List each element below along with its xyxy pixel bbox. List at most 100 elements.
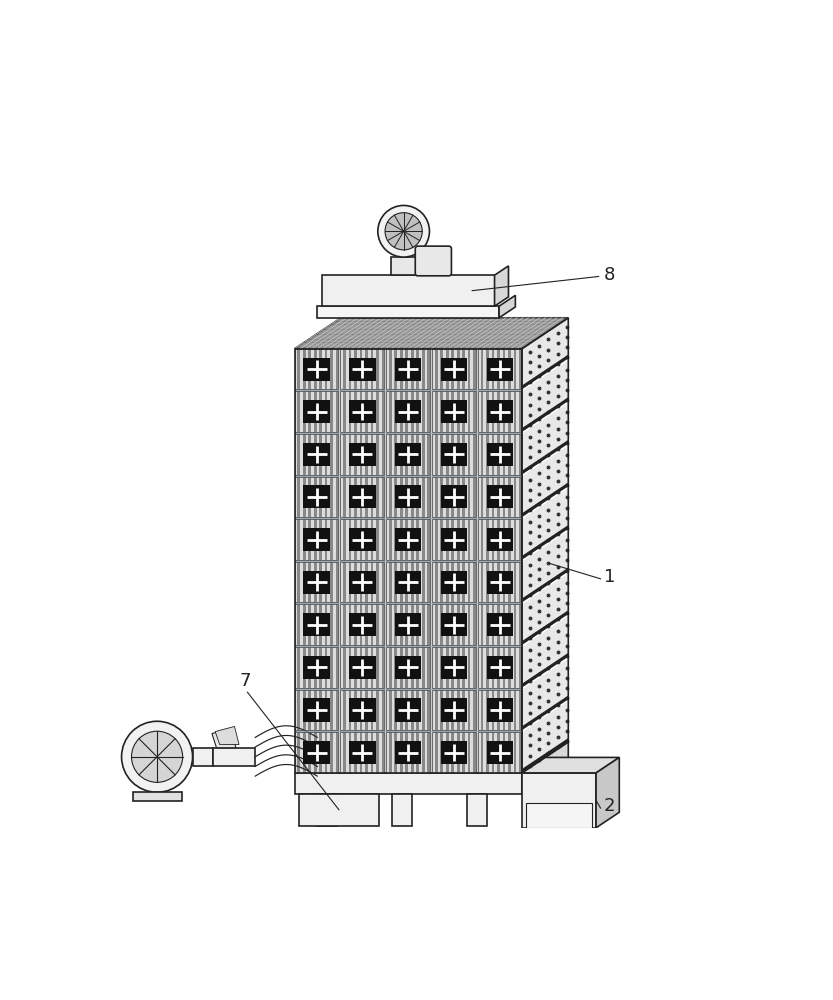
Bar [308,349,311,389]
Bar [506,391,508,432]
Bar [411,349,414,389]
Bar [460,391,462,432]
Bar [408,647,411,688]
Bar [427,477,430,517]
Bar [389,604,392,645]
Bar [448,477,451,517]
Bar [427,434,430,475]
Bar [387,477,430,517]
Bar [425,349,427,389]
Bar [460,477,462,517]
Bar [456,690,460,730]
Bar [365,477,368,517]
Bar [486,485,513,508]
Bar [432,349,476,389]
Bar [376,349,379,389]
Bar [500,391,502,432]
Bar [376,477,379,517]
Bar [437,732,441,773]
Bar [514,647,516,688]
Bar [491,434,494,475]
Bar [343,391,346,432]
Bar [346,604,349,645]
Bar [519,604,521,645]
Bar [478,732,481,773]
Bar [432,732,476,773]
Bar [454,519,456,560]
Bar [362,604,365,645]
Bar [341,477,343,517]
Bar [295,647,338,688]
Bar [437,690,441,730]
Bar [349,604,352,645]
Bar [319,604,322,645]
Bar [382,562,384,602]
Bar [508,732,511,773]
Bar [387,604,389,645]
Bar [362,562,365,602]
Bar [425,562,427,602]
Bar [481,562,483,602]
Bar [357,690,360,730]
Bar [432,477,476,517]
Bar [468,562,471,602]
Bar [303,519,306,560]
Bar [511,391,514,432]
Bar [319,562,322,602]
Bar [333,434,336,475]
Bar [395,391,397,432]
Bar [295,477,297,517]
Bar [395,400,421,423]
Bar [387,604,430,645]
Bar [295,349,338,389]
Polygon shape [521,355,568,389]
Bar [333,391,336,432]
Bar [308,519,311,560]
Bar [371,562,373,602]
Bar [349,690,352,730]
Bar [408,690,411,730]
Bar [341,391,384,432]
Bar [465,732,468,773]
Bar [427,562,430,602]
Bar [462,519,465,560]
Bar [456,519,460,560]
Bar [481,519,483,560]
Bar [346,732,349,773]
Bar [425,604,427,645]
Bar [341,519,384,560]
Bar [371,519,373,560]
Bar [468,519,471,560]
Bar [325,391,327,432]
Bar [478,477,521,517]
Bar [478,434,481,475]
Bar [454,690,456,730]
Bar [494,519,497,560]
Bar [491,647,494,688]
Bar [327,604,330,645]
Bar [336,604,338,645]
Bar [486,434,489,475]
Bar [486,358,513,381]
Bar [427,604,430,645]
Polygon shape [215,726,239,745]
Bar [387,647,430,688]
Bar [306,391,308,432]
Bar [387,349,430,389]
Bar [511,604,514,645]
Bar [451,604,454,645]
Bar [376,391,379,432]
Bar [516,349,519,389]
Bar [491,519,494,560]
Bar [497,604,500,645]
Bar [406,391,408,432]
Bar [295,477,338,517]
Bar [362,391,365,432]
Bar [486,391,489,432]
Bar [387,732,430,773]
Bar [441,741,467,764]
Bar [432,690,435,730]
Bar [317,349,319,389]
Bar [478,604,521,645]
Bar [462,732,465,773]
